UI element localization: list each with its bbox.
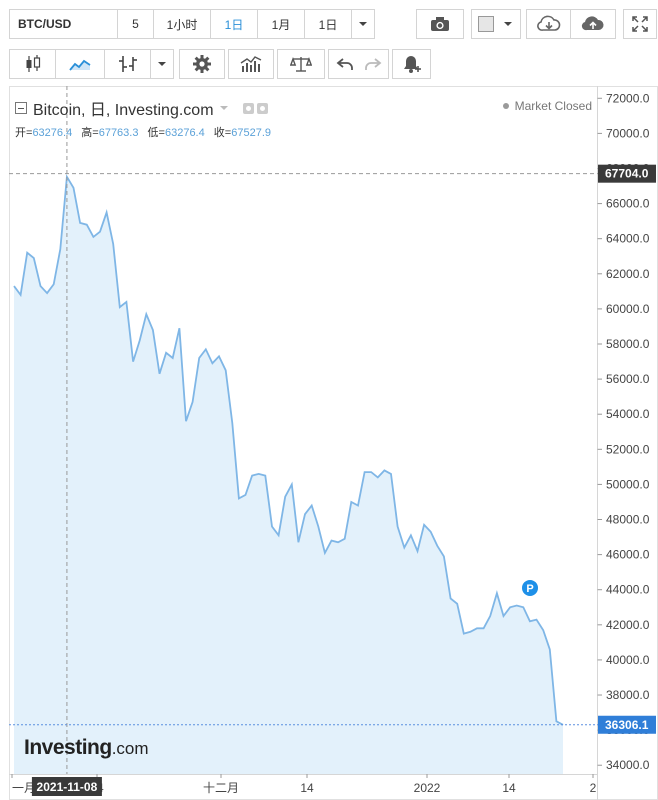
chart-toolbar bbox=[0, 46, 658, 84]
x-tick-label: 14 bbox=[300, 781, 314, 795]
candlestick-icon bbox=[26, 55, 40, 72]
y-tick-label: 56000.0 bbox=[606, 372, 650, 386]
visibility-icon[interactable] bbox=[242, 102, 254, 114]
scale-icon bbox=[290, 56, 312, 72]
event-marker-icon[interactable] bbox=[522, 579, 538, 596]
legend-title: Bitcoin, 日, Investing.com bbox=[33, 102, 214, 119]
top-toolbar: BTC/USD 5 1小时 1日 1月 1日 bbox=[0, 0, 658, 46]
camera-icon bbox=[431, 17, 449, 31]
settings-button[interactable] bbox=[179, 49, 225, 79]
y-tick-label: 52000.0 bbox=[606, 442, 650, 456]
crosshair-date-tag bbox=[31, 777, 102, 796]
y-tick-label: 38000.0 bbox=[606, 688, 650, 702]
last-price-tag bbox=[598, 715, 656, 734]
chevron-down-icon[interactable] bbox=[219, 105, 229, 111]
y-tick-label: 44000.0 bbox=[606, 583, 650, 597]
color-picker-button[interactable] bbox=[471, 9, 521, 39]
investing-logo: Investing .com bbox=[24, 736, 149, 760]
low-value: 63276.4 bbox=[164, 127, 205, 139]
symbol-input[interactable]: BTC/USD bbox=[9, 9, 118, 39]
open-value: 63276.4 bbox=[32, 127, 73, 139]
bell-plus-icon bbox=[403, 56, 421, 73]
fullscreen-button[interactable] bbox=[623, 9, 657, 39]
gear-icon bbox=[193, 55, 211, 73]
ohlc-values: 开=63276.4 高=67763.3 低=63276.4 收=67527.9 bbox=[15, 124, 277, 140]
y-tick-label: 40000.0 bbox=[606, 653, 650, 667]
y-tick-label: 70000.0 bbox=[606, 126, 650, 140]
cloud-upload-icon bbox=[581, 16, 604, 31]
x-tick-label: 十二月 bbox=[203, 781, 239, 795]
y-tick-label: 66000.0 bbox=[606, 197, 650, 211]
collapse-legend-icon[interactable] bbox=[15, 102, 27, 114]
chart-type-dropdown-button[interactable] bbox=[150, 49, 174, 79]
chevron-down-icon bbox=[158, 62, 166, 66]
y-tick-label: 60000.0 bbox=[606, 302, 650, 316]
logo-text: Investing bbox=[24, 736, 112, 759]
series-settings-icon[interactable] bbox=[256, 102, 268, 114]
area-chart-button[interactable] bbox=[55, 49, 105, 79]
y-tick-label: 46000.0 bbox=[606, 548, 650, 562]
area-chart-icon bbox=[69, 59, 91, 71]
interval-1h-button[interactable]: 1小时 bbox=[153, 9, 211, 39]
indicators-button[interactable] bbox=[228, 49, 274, 79]
cloud-download-icon bbox=[536, 15, 560, 31]
chevron-down-icon bbox=[359, 22, 367, 26]
price-chart[interactable]: 34000.036000.038000.040000.042000.044000… bbox=[9, 86, 658, 800]
status-dot-icon bbox=[502, 103, 509, 109]
y-tick-label: 54000.0 bbox=[606, 407, 650, 421]
last-price-label: 36306.1 bbox=[605, 718, 649, 732]
high-value: 67763.3 bbox=[98, 127, 139, 139]
y-tick-label: 42000.0 bbox=[606, 618, 650, 632]
fullscreen-icon bbox=[632, 16, 648, 32]
chevron-down-icon bbox=[504, 22, 512, 26]
y-tick-label: 48000.0 bbox=[606, 513, 650, 527]
y-tick-label: 62000.0 bbox=[606, 267, 650, 281]
close-value: 67527.9 bbox=[231, 127, 271, 139]
low-label: 低= bbox=[147, 127, 165, 139]
x-tick-label: 2 bbox=[590, 781, 597, 795]
interval-1d-button[interactable]: 1日 bbox=[210, 9, 258, 39]
candles-button[interactable] bbox=[9, 49, 56, 79]
x-tick-label: 一月 bbox=[12, 781, 36, 795]
ohlc-bars-icon bbox=[118, 56, 137, 72]
close-label: 收= bbox=[213, 127, 232, 139]
y-tick-label: 50000.0 bbox=[606, 477, 650, 491]
high-label: 高= bbox=[81, 127, 99, 139]
compare-button[interactable] bbox=[277, 49, 325, 79]
event-marker-label: P bbox=[526, 583, 533, 595]
undo-redo-group bbox=[328, 49, 389, 79]
interval-dropdown-button[interactable] bbox=[351, 9, 375, 39]
y-tick-label: 64000.0 bbox=[606, 232, 650, 246]
color-swatch bbox=[478, 16, 494, 32]
market-status-text: Market Closed bbox=[514, 99, 592, 113]
interval-5-button[interactable]: 5 bbox=[117, 9, 154, 39]
y-tick-label: 34000.0 bbox=[606, 758, 650, 772]
y-tick-label: 72000.0 bbox=[606, 91, 650, 105]
interval-1m-button[interactable]: 1月 bbox=[257, 9, 305, 39]
open-label: 开= bbox=[15, 127, 33, 139]
indicators-icon bbox=[240, 56, 262, 72]
chart-panel[interactable]: 34000.036000.038000.040000.042000.044000… bbox=[9, 86, 658, 800]
undo-icon[interactable] bbox=[336, 57, 354, 71]
x-tick-label: 14 bbox=[502, 781, 516, 795]
cloud-upload-button[interactable] bbox=[570, 9, 616, 39]
cloud-download-button[interactable] bbox=[526, 9, 571, 39]
bars-button[interactable] bbox=[104, 49, 151, 79]
market-status: Market Closed bbox=[502, 99, 592, 113]
interval-custom-button[interactable]: 1日 bbox=[304, 9, 352, 39]
alert-button[interactable] bbox=[392, 49, 431, 79]
crosshair-price-tag bbox=[598, 164, 656, 183]
y-tick-label: 58000.0 bbox=[606, 337, 650, 351]
redo-icon[interactable] bbox=[364, 57, 382, 71]
screenshot-button[interactable] bbox=[416, 9, 464, 39]
crosshair-price-label: 67704.0 bbox=[605, 167, 649, 181]
x-tick-label: 2022 bbox=[414, 781, 441, 795]
crosshair-date-label: 2021-11-08 bbox=[37, 780, 98, 794]
logo-suffix: .com bbox=[111, 739, 149, 758]
chart-legend: Bitcoin, 日, Investing.com 开=63276.4 高=67… bbox=[15, 96, 277, 140]
price-line bbox=[13, 173, 564, 726]
